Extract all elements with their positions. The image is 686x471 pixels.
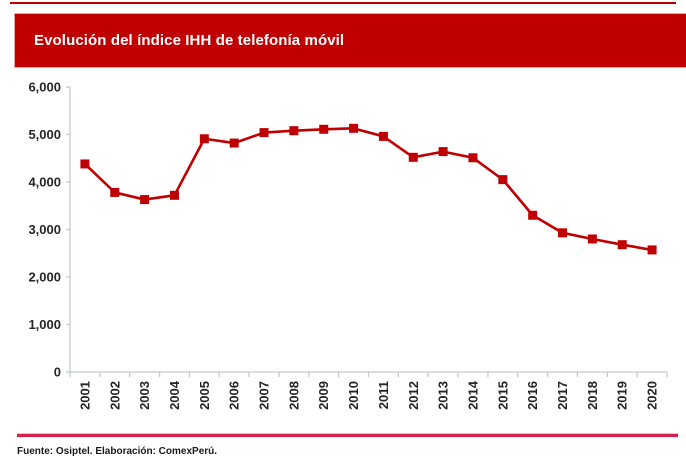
x-axis-tick-label: 2015: [495, 381, 510, 410]
data-point-marker: [617, 240, 627, 250]
x-axis-tick-label: 2020: [645, 381, 660, 410]
footer-rule: [17, 434, 678, 437]
data-point-marker: [587, 234, 597, 244]
data-point-marker: [169, 190, 179, 200]
x-axis-tick-label: 2008: [286, 381, 301, 410]
x-axis-tick-label: 2007: [257, 381, 272, 410]
data-point-marker: [319, 124, 329, 134]
data-point-marker: [528, 210, 538, 220]
data-point-marker: [140, 195, 150, 205]
y-axis-tick-label: 1,000: [28, 317, 61, 332]
y-axis-tick-label: 0: [54, 365, 61, 380]
x-axis-tick-label: 2011: [376, 381, 391, 409]
y-axis-tick-label: 2,000: [28, 270, 61, 285]
data-point-marker: [378, 131, 388, 141]
x-axis-tick-label: 2005: [197, 381, 212, 410]
y-axis-tick-label: 5,000: [28, 127, 61, 142]
x-axis-tick-label: 2019: [615, 381, 630, 410]
series-line: [84, 127, 653, 252]
data-point-marker: [349, 123, 359, 133]
data-point-marker: [80, 159, 90, 169]
ihh-line-chart: 0 1,000 2,000 3,000 4,000 5,000 6,000 2001 2002 2…: [0, 70, 686, 430]
data-point-marker: [498, 175, 508, 185]
data-point-marker: [408, 152, 418, 162]
x-axis-tick-label: 2017: [555, 381, 570, 410]
chart-title: Evolución del índice IHH de telefonía mó…: [34, 32, 345, 49]
y-axis-tick-label: 6,000: [28, 80, 61, 95]
data-point-marker: [438, 147, 448, 157]
data-point-marker: [110, 187, 120, 197]
x-axis-tick-label: 2003: [137, 381, 152, 410]
x-axis-tick-label: 2002: [107, 381, 122, 410]
x-axis-tick-label: 2016: [525, 381, 540, 410]
data-point-marker: [229, 138, 239, 148]
x-axis-tick-label: 2013: [436, 381, 451, 410]
data-point-marker: [468, 153, 478, 163]
source-note: Fuente: Osiptel. Elaboración: ComexPerú.: [17, 446, 218, 457]
y-axis-tick-label: 4,000: [28, 175, 61, 190]
x-axis-tick-label: 2012: [406, 381, 421, 410]
line-chart-canvas: 0 1,000 2,000 3,000 4,000 5,000 6,000 2001 2002 2…: [28, 80, 668, 410]
top-rule: [10, 2, 676, 4]
x-axis-tick-label: 2009: [316, 381, 331, 410]
chart-title-bar: Evolución del índice IHH de telefonía mó…: [14, 13, 686, 68]
data-point-marker: [558, 228, 568, 238]
y-axis-tick-label: 3,000: [28, 222, 61, 237]
x-axis-tick-label: 2018: [585, 381, 600, 410]
x-axis-tick-label: 2010: [346, 381, 361, 410]
data-point-marker: [199, 134, 209, 144]
x-axis-tick-label: 2001: [77, 381, 92, 410]
data-point-marker: [289, 126, 299, 136]
x-axis-tick-label: 2006: [227, 381, 242, 410]
x-axis-tick-label: 2014: [465, 380, 480, 410]
data-point-marker: [647, 245, 657, 255]
data-point-marker: [259, 128, 269, 138]
x-axis-tick-label: 2004: [167, 380, 182, 410]
